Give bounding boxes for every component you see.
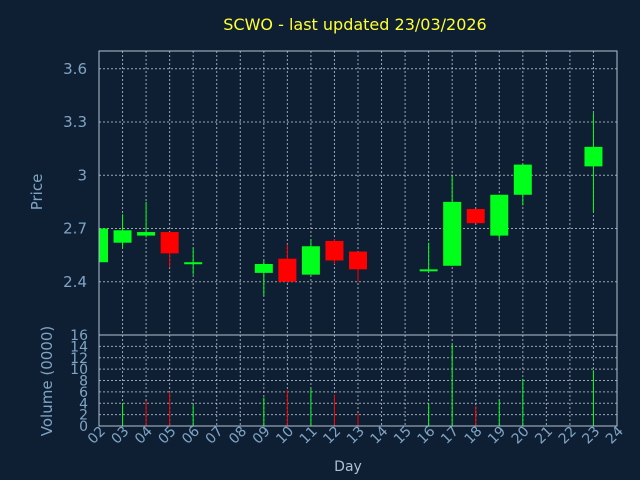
x-tick-label: 09: [250, 424, 274, 448]
price-tick-label: 3.3: [63, 113, 87, 131]
x-tick-label: 04: [132, 423, 156, 447]
candle-body: [184, 262, 203, 265]
x-tick-label: 20: [509, 424, 533, 448]
x-tick-label: 10: [273, 424, 297, 448]
x-tick-label: 21: [532, 424, 556, 448]
x-tick-label: 19: [485, 424, 509, 448]
x-tick-label: 08: [226, 424, 250, 448]
candle-body: [160, 232, 179, 254]
x-axis: 02 03 04 05 06 07 08 09 10 11 12 13 14 15 16 17 18 19 20 21…: [85, 423, 627, 447]
x-tick-label: 06: [179, 423, 203, 447]
price-axis-label: Price: [28, 174, 46, 211]
candle-body: [466, 208, 485, 224]
candle-body: [113, 230, 132, 243]
x-tick-label: 05: [156, 424, 180, 448]
candle-body: [443, 201, 462, 266]
x-tick-label: 22: [556, 424, 580, 448]
volume-tick-label: 6: [79, 385, 88, 401]
x-tick-label: 11: [297, 424, 321, 448]
volume-tick-label: 12: [70, 351, 88, 367]
volume-tick-label: 8: [79, 374, 88, 390]
candle-body: [513, 164, 532, 195]
volume-axis-label: Volume (0000): [38, 326, 56, 436]
candle-body: [325, 240, 344, 261]
candle-body: [254, 264, 273, 273]
candle-body: [490, 194, 509, 236]
x-tick-label: 12: [320, 424, 344, 448]
x-tick-label: 24: [603, 423, 627, 447]
price-tick-label: 3.6: [63, 60, 87, 78]
volume-tick-label: 16: [70, 328, 88, 344]
x-tick-label: 16: [415, 423, 439, 447]
price-tick-label: 2.7: [63, 220, 87, 238]
price-tick-label: 2.4: [63, 273, 87, 291]
volume-tick-label: 2: [79, 408, 88, 424]
candle-body: [137, 232, 156, 236]
x-tick-label: 07: [203, 424, 227, 448]
x-tick-label: 15: [391, 424, 415, 448]
x-tick-label: 14: [367, 423, 391, 447]
x-tick-label: 02: [85, 424, 109, 448]
candle-body: [349, 251, 367, 270]
candle-body: [584, 146, 603, 167]
x-tick-label: 03: [108, 424, 132, 448]
candle-body: [419, 269, 438, 272]
volume-tick-label: 14: [70, 339, 88, 355]
x-tick-label: 17: [438, 424, 462, 448]
volume-tick-label: 0: [79, 419, 88, 435]
x-tick-label: 13: [344, 424, 368, 448]
candles: [99, 113, 603, 296]
candle-body: [99, 228, 108, 263]
price-panel: 2.4 2.7 3 3.3 3.6: [63, 50, 618, 336]
volume-tick-label: 10: [70, 362, 88, 378]
price-tick-label: 3: [77, 166, 87, 184]
x-tick-label: 18: [462, 424, 486, 448]
x-tick-label: 23: [579, 424, 603, 448]
candle-body: [278, 258, 297, 282]
volume-frame: [98, 334, 618, 427]
volume-tick-label: 4: [79, 396, 88, 412]
x-axis-label: Day: [334, 459, 362, 475]
candle-body: [301, 246, 320, 275]
chart-title: SCWO - last updated 23/03/2026: [223, 15, 486, 34]
